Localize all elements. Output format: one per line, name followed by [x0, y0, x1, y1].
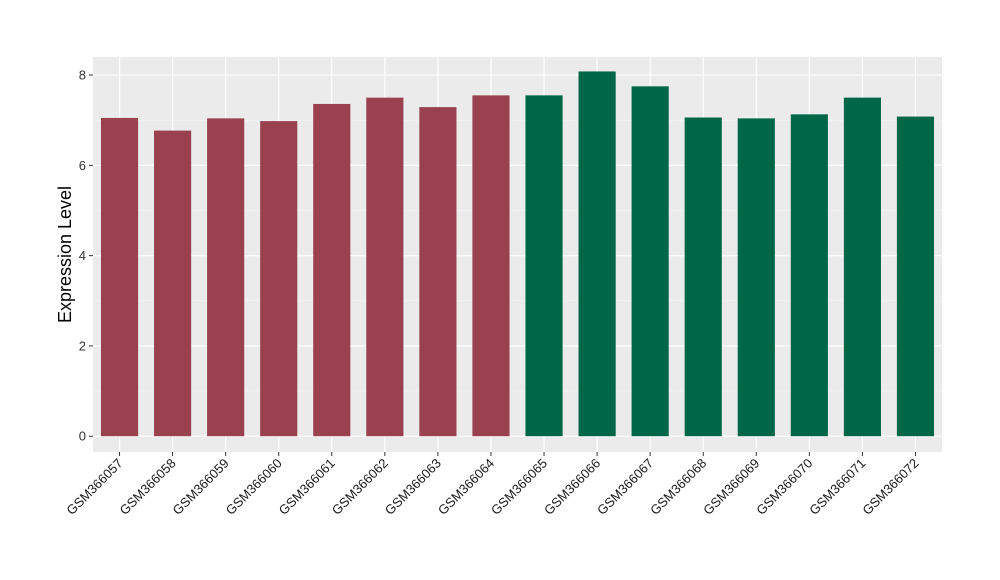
- x-tick-label: GSM366072: [859, 456, 921, 518]
- bar-GSM366072: [896, 116, 935, 437]
- bars: [100, 71, 935, 437]
- x-tick-label: GSM366058: [116, 456, 178, 518]
- bar-GSM366064: [472, 95, 510, 437]
- y-tick-label: 8: [79, 68, 86, 83]
- x-tick-label: GSM366062: [329, 456, 391, 518]
- y-tick-label: 4: [79, 248, 86, 263]
- bar-GSM366061: [313, 103, 351, 437]
- x-tick-label: GSM366067: [594, 456, 656, 518]
- x-axis: GSM366057GSM366058GSM366059GSM366060GSM3…: [63, 452, 922, 518]
- x-tick-label: GSM366057: [63, 456, 125, 518]
- y-axis-title: Expression Level: [55, 186, 75, 323]
- bar-GSM366058: [154, 130, 192, 437]
- x-tick-label: GSM366069: [700, 456, 762, 518]
- bar-GSM366068: [684, 117, 722, 437]
- y-axis: 0 2 4 6 8: [79, 68, 93, 444]
- y-tick-label: 0: [79, 429, 86, 444]
- x-tick-label: GSM366061: [276, 456, 338, 518]
- bar-GSM366065: [525, 95, 563, 437]
- bar-GSM366071: [843, 97, 881, 437]
- x-tick-label: GSM366063: [382, 456, 444, 518]
- y-tick-label: 6: [79, 158, 86, 173]
- bar-GSM366069: [737, 118, 775, 437]
- bar-GSM366059: [207, 118, 245, 437]
- x-tick-label: GSM366068: [647, 456, 709, 518]
- x-tick-label: GSM366059: [170, 456, 232, 518]
- bar-GSM366060: [260, 121, 298, 437]
- bar-GSM366066: [578, 71, 616, 437]
- bar-GSM366057: [100, 117, 139, 437]
- x-tick-label: GSM366060: [223, 456, 285, 518]
- bar-GSM366063: [419, 107, 457, 437]
- bar-GSM366062: [366, 97, 404, 437]
- bar-GSM366070: [790, 114, 828, 437]
- x-tick-label: GSM366071: [806, 456, 868, 518]
- x-tick-label: GSM366065: [488, 456, 550, 518]
- x-tick-label: GSM366064: [435, 456, 497, 518]
- x-tick-label: GSM366070: [753, 456, 815, 518]
- bar-GSM366067: [631, 86, 669, 437]
- y-tick-label: 2: [79, 338, 86, 353]
- x-tick-label: GSM366066: [541, 456, 603, 518]
